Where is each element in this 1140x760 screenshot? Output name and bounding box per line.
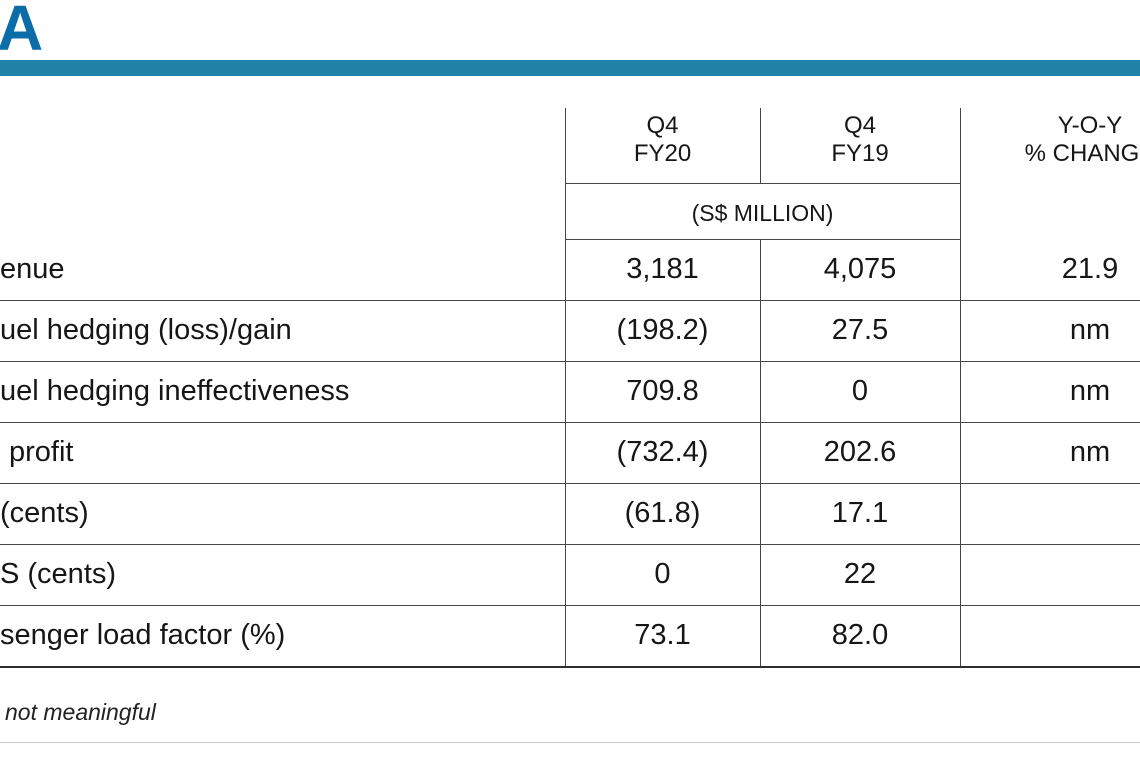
cell-q4-fy19: 0 (851, 375, 869, 407)
cell-q4-fy20: (732.4) (616, 436, 709, 468)
table-row: profit (732.4) 202.6 nm (0, 422, 1140, 483)
row-divider (0, 544, 1140, 545)
row-label: S (cents) (0, 558, 117, 590)
cell-q4-fy19: 82.0 (831, 619, 889, 651)
col-header-q4-fy19: Q4 FY19 (760, 112, 960, 168)
unit-underline (565, 239, 960, 240)
row-divider (0, 300, 1140, 301)
title-letter: A (0, 0, 44, 64)
cell-q4-fy19: 17.1 (831, 497, 889, 529)
cell-q4-fy20: 3,181 (626, 253, 699, 285)
page-bottom-rule (0, 742, 1140, 743)
cell-q4-fy20: 709.8 (626, 375, 699, 407)
table-row: S (cents) 0 22 (0, 544, 1140, 605)
row-label: uel hedging (loss)/gain (0, 314, 292, 346)
table-row: uel hedging ineffectiveness 709.8 0 nm (0, 361, 1140, 422)
footnote: not meaningful (5, 699, 156, 725)
cell-q4-fy19: 22 (843, 558, 877, 590)
col-header-line1: Q4 (646, 112, 679, 139)
cell-q4-fy19: 202.6 (823, 436, 897, 468)
col-header-q4-fy20: Q4 FY20 (565, 112, 760, 168)
row-label: uel hedging ineffectiveness (0, 375, 350, 407)
col-header-yoy-change: Y-O-Y % CHANGE (960, 112, 1140, 168)
row-label: senger load factor (%) (0, 619, 286, 651)
divider-fy20-fy19-body (760, 239, 761, 666)
col-header-line1: Q4 (843, 112, 876, 139)
divider-fy20-fy19-header (760, 108, 761, 183)
col-header-line1: Y-O-Y (1057, 112, 1123, 139)
table-row: (cents) (61.8) 17.1 (0, 483, 1140, 544)
cell-yoy: nm (1069, 314, 1111, 346)
table-row: uel hedging (loss)/gain (198.2) 27.5 nm (0, 300, 1140, 361)
cell-q4-fy19: 27.5 (831, 314, 889, 346)
row-divider (0, 605, 1140, 606)
row-divider (0, 361, 1140, 362)
divider-labels-col (565, 108, 566, 666)
col-header-line2: FY20 (633, 140, 692, 167)
col-header-line2: % CHANGE (1024, 140, 1140, 167)
row-divider (0, 422, 1140, 423)
cell-yoy: 21.9 (1061, 253, 1119, 285)
row-label: enue (0, 253, 65, 285)
cell-q4-fy19: 4,075 (823, 253, 897, 285)
cell-yoy: nm (1069, 375, 1111, 407)
row-label: (cents) (0, 497, 89, 529)
cell-q4-fy20: 0 (654, 558, 671, 590)
table-bottom-rule (0, 666, 1140, 668)
table-row: senger load factor (%) 73.1 82.0 (0, 605, 1140, 666)
cell-q4-fy20: 73.1 (634, 619, 691, 651)
row-label: profit (9, 436, 74, 468)
cell-q4-fy20: (61.8) (624, 497, 701, 529)
cell-yoy: nm (1069, 436, 1111, 468)
cell-q4-fy20: (198.2) (616, 314, 709, 346)
header-underline (565, 183, 960, 184)
row-divider (0, 483, 1140, 484)
col-header-line2: FY19 (831, 140, 889, 167)
accent-bar (0, 60, 1140, 76)
table-row: enue 3,181 4,075 21.9 (0, 239, 1140, 300)
divider-fy19-yoy (960, 108, 961, 666)
unit-label: (S$ MILLION) (691, 200, 834, 226)
